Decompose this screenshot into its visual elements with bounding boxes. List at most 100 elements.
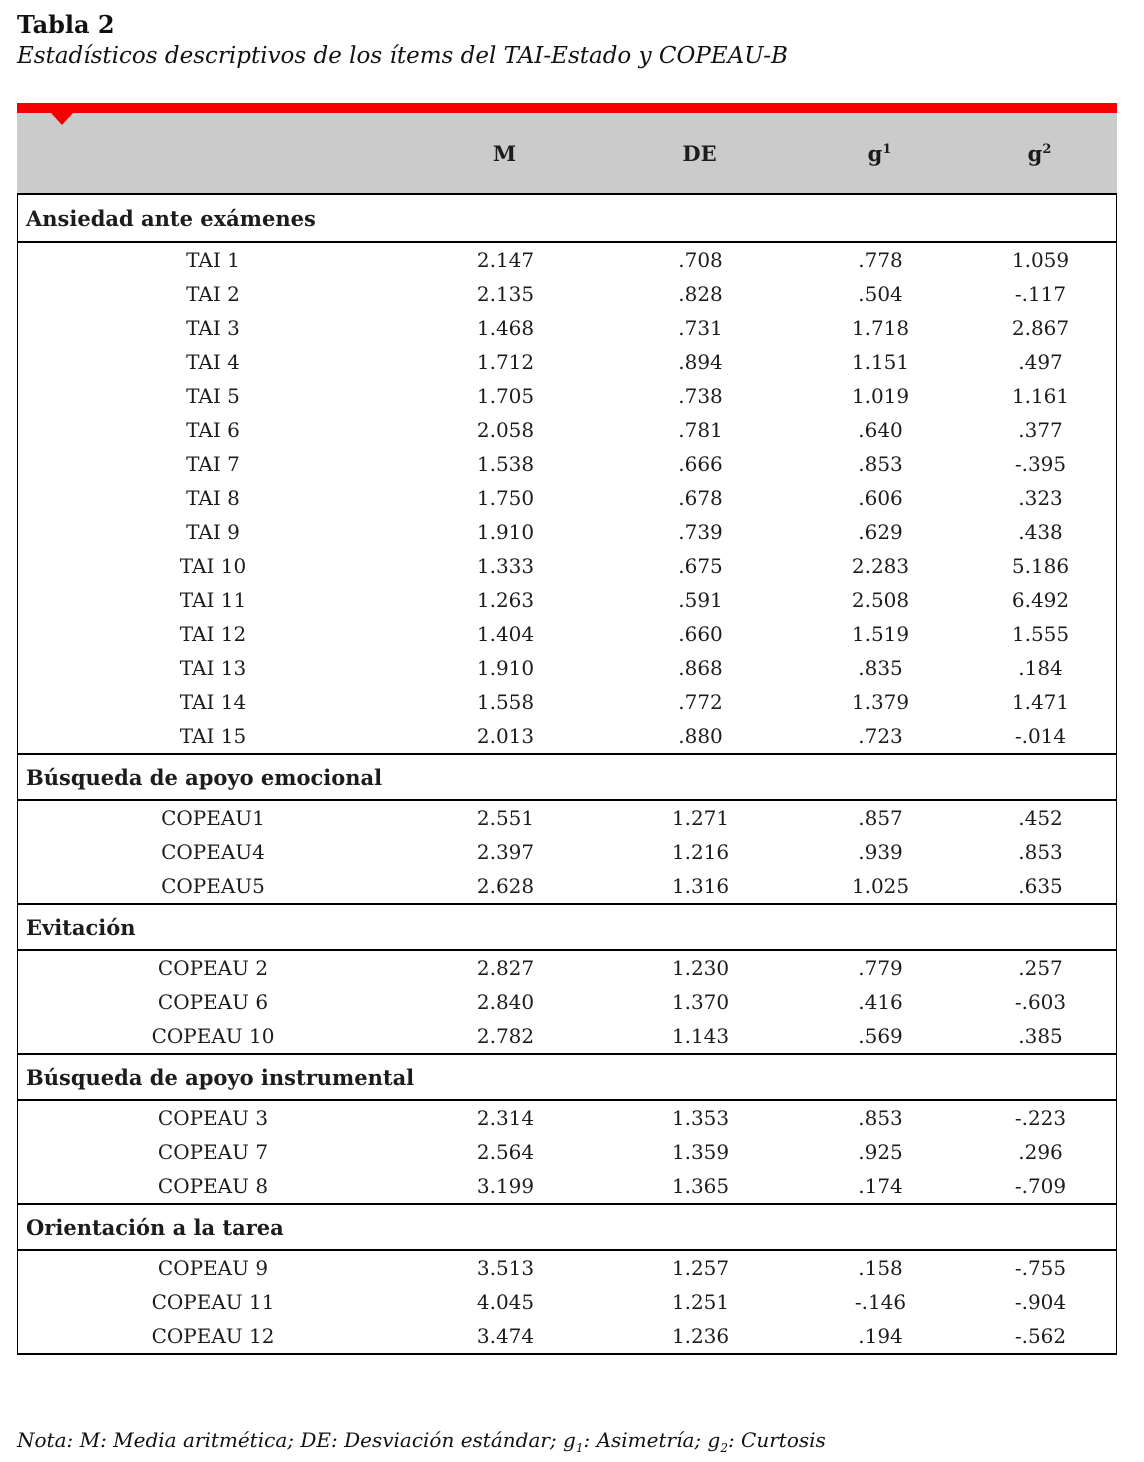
- value-g2: -.223: [1014, 1106, 1067, 1130]
- value-g1: .174: [858, 1174, 903, 1198]
- table-row: COPEAU5 2.628 1.316 1.025 .635: [18, 869, 1116, 903]
- table-row: TAI 12 1.404 .660 1.519 1.555: [18, 617, 1116, 651]
- item-label: COPEAU 11: [151, 1290, 275, 1314]
- value-m: 4.045: [476, 1290, 535, 1314]
- item-label: TAI 9: [186, 520, 240, 544]
- value-g2: .853: [1018, 840, 1063, 864]
- item-label: COPEAU1: [161, 806, 265, 830]
- value-de: 1.359: [671, 1140, 730, 1164]
- item-label: COPEAU 12: [151, 1324, 275, 1348]
- value-g2: -.395: [1014, 452, 1067, 476]
- header-label: DE: [682, 140, 717, 166]
- header-label: g: [867, 140, 883, 166]
- value-de: .781: [678, 418, 723, 442]
- item-label: TAI 4: [186, 350, 240, 374]
- value-g2: .257: [1018, 956, 1063, 980]
- value-de: .739: [678, 520, 723, 544]
- item-label: TAI 11: [179, 588, 247, 612]
- table-row: COPEAU 12 3.474 1.236 .194 -.562: [18, 1319, 1116, 1353]
- value-m: 2.314: [476, 1106, 535, 1130]
- table-section: Evitación COPEAU 2 2.827 1.230.779.257 COPEA…: [18, 903, 1116, 1053]
- value-de: .731: [678, 316, 723, 340]
- table-row: TAI 13 1.910 .868 .835 .184: [18, 651, 1116, 685]
- item-label: TAI 5: [186, 384, 240, 408]
- note-text: g: [563, 1428, 576, 1452]
- value-de: .868: [678, 656, 723, 680]
- value-m: 1.705: [476, 384, 535, 408]
- value-m: 1.333: [476, 554, 535, 578]
- value-m: 2.782: [476, 1024, 535, 1048]
- value-g2: 6.492: [1011, 588, 1070, 612]
- value-de: 1.143: [671, 1024, 730, 1048]
- item-label: TAI 10: [179, 554, 247, 578]
- table-row: COPEAU 6 2.840 1.370 .416 -.603: [18, 985, 1116, 1019]
- note-text: Nota: M: Media aritmética; DE: Desviació…: [17, 1428, 564, 1452]
- item-label: TAI 7: [186, 452, 240, 476]
- table-row: COPEAU 7 2.564 1.359 .925 .296: [18, 1135, 1116, 1169]
- item-label: COPEAU 10: [151, 1024, 275, 1048]
- value-de: 1.370: [671, 990, 730, 1014]
- table-header-row: M DE g1 g2: [17, 113, 1117, 193]
- table-row: TAI 8 1.750 .678 .606 .323: [18, 481, 1116, 515]
- section-title: Ansiedad ante exámenes: [18, 195, 1116, 243]
- value-g1: .778: [858, 248, 903, 272]
- value-m: 2.827: [476, 956, 535, 980]
- value-g1: 2.283: [851, 554, 910, 578]
- table-accent-bar: [17, 103, 1117, 125]
- value-m: 1.750: [476, 486, 535, 510]
- value-de: .708: [678, 248, 723, 272]
- item-label: TAI 2: [186, 282, 240, 306]
- item-label: COPEAU 6: [157, 990, 269, 1014]
- value-m: 2.013: [476, 724, 535, 748]
- value-g2: -.014: [1014, 724, 1067, 748]
- descriptive-statistics-table: M DE g1 g2 Ansiedad ante exámenes TAI 1 2.147…: [17, 103, 1117, 1355]
- value-g1: 2.508: [851, 588, 910, 612]
- value-de: .772: [678, 690, 723, 714]
- value-g1: .857: [858, 806, 903, 830]
- value-g1: 1.519: [851, 622, 910, 646]
- table-row: TAI 2 2.135 .828 .504 -.117: [18, 277, 1116, 311]
- table-section: Orientación a la tarea COPEAU 9 3.513 1.257…: [18, 1203, 1116, 1353]
- value-m: 1.558: [476, 690, 535, 714]
- value-g1: 1.379: [851, 690, 910, 714]
- header-cell: g2: [962, 141, 1117, 166]
- value-de: .666: [678, 452, 723, 476]
- note-subscript: 1: [575, 1441, 584, 1455]
- value-de: .738: [678, 384, 723, 408]
- header-label: g: [1027, 140, 1043, 166]
- note-text: : Curtosis: [727, 1428, 826, 1452]
- value-de: 1.236: [671, 1324, 730, 1348]
- table-row: COPEAU 10 2.782 1.143 .569 .385: [18, 1019, 1116, 1053]
- table-section: Búsqueda de apoyo instrumental COPEAU 3 2.…: [18, 1053, 1116, 1203]
- header-label: M: [492, 140, 517, 166]
- value-m: 2.147: [476, 248, 535, 272]
- value-g1: .606: [858, 486, 903, 510]
- value-m: 1.404: [476, 622, 535, 646]
- item-label: COPEAU 3: [157, 1106, 269, 1130]
- item-label: COPEAU 2: [157, 956, 269, 980]
- value-g1: .569: [858, 1024, 903, 1048]
- value-de: .894: [678, 350, 723, 374]
- value-g2: .635: [1018, 874, 1063, 898]
- value-g1: .853: [858, 452, 903, 476]
- value-g2: 1.471: [1011, 690, 1070, 714]
- value-g1: .158: [858, 1256, 903, 1280]
- table-row: COPEAU 8 3.199 1.365 .174 -.709: [18, 1169, 1116, 1203]
- table-row: TAI 3 1.468 .731 1.718 2.867: [18, 311, 1116, 345]
- table-row: TAI 14 1.558 .772 1.379 1.471: [18, 685, 1116, 719]
- value-g1: .835: [858, 656, 903, 680]
- accent-triangle-marker: [51, 113, 73, 125]
- section-title: Búsqueda de apoyo instrumental: [18, 1053, 1116, 1101]
- value-de: 1.230: [671, 956, 730, 980]
- value-m: 2.628: [476, 874, 535, 898]
- table-row: COPEAU4 2.397 1.216 .939 .853: [18, 835, 1116, 869]
- value-g2: .452: [1018, 806, 1063, 830]
- table-row: TAI 1 2.147 .708 .778 1.059: [18, 243, 1116, 277]
- value-g2: .438: [1018, 520, 1063, 544]
- value-de: 1.216: [671, 840, 730, 864]
- item-label: COPEAU4: [161, 840, 265, 864]
- value-m: 3.199: [476, 1174, 535, 1198]
- table-body: Ansiedad ante exámenes TAI 1 2.147 .708 .778…: [17, 193, 1117, 1355]
- table-row: TAI 15 2.013 .880 .723 -.014: [18, 719, 1116, 753]
- value-g2: -.117: [1014, 282, 1067, 306]
